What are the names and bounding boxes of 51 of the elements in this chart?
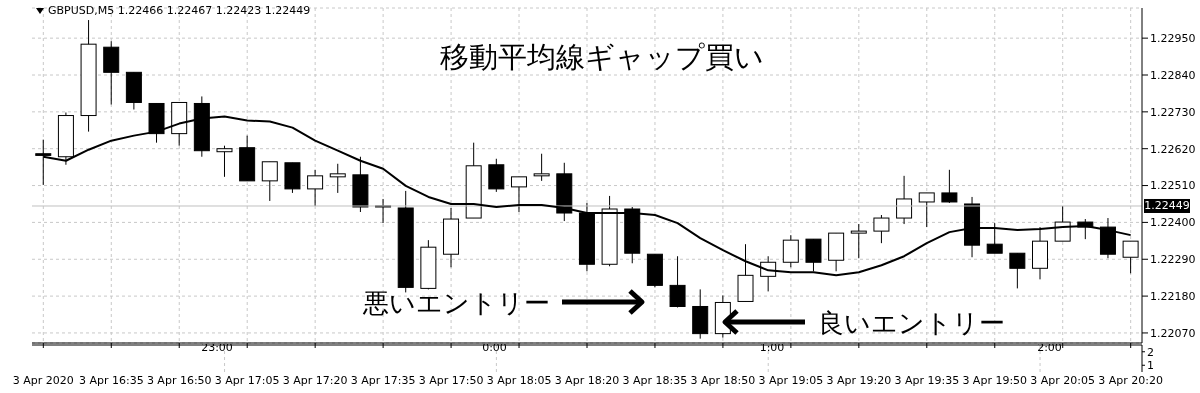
candlestick bbox=[850, 223, 867, 259]
x-tick-label: 3 Apr 17:35 bbox=[350, 374, 416, 387]
candlestick bbox=[669, 255, 686, 308]
x-tick-label: 3 Apr 2020 bbox=[12, 374, 74, 387]
y-tick-label: 1.22840 bbox=[1150, 68, 1196, 82]
x-tick-label: 3 Apr 19:05 bbox=[758, 374, 824, 387]
candlestick bbox=[1009, 252, 1026, 289]
x-tick-label: 3 Apr 18:50 bbox=[690, 374, 756, 387]
x-tick-label: 3 Apr 19:35 bbox=[894, 374, 960, 387]
candlestick bbox=[216, 145, 233, 178]
annotation: 悪いエントリー bbox=[363, 287, 550, 320]
y-tick-label: 1.22730 bbox=[1150, 105, 1196, 119]
y-tick-label: 1.22070 bbox=[1150, 326, 1196, 340]
candlestick bbox=[782, 234, 799, 268]
x-tick-label: 3 Apr 17:05 bbox=[214, 374, 280, 387]
candlestick bbox=[1122, 240, 1139, 274]
candlestick bbox=[510, 176, 527, 213]
x-tick-label: 3 Apr 17:50 bbox=[418, 374, 484, 387]
x-tick-label: 3 Apr 20:20 bbox=[1098, 374, 1164, 387]
x-tick-label: 3 Apr 16:35 bbox=[78, 374, 144, 387]
candlestick bbox=[307, 169, 324, 207]
y-tick-label: 1.22950 bbox=[1150, 32, 1196, 46]
x-tick-label: 3 Apr 20:05 bbox=[1030, 374, 1096, 387]
y-tick-label: 1.22290 bbox=[1150, 253, 1196, 267]
x-tick-label: 3 Apr 18:05 bbox=[486, 374, 552, 387]
y-tick-label: 1 bbox=[1147, 359, 1154, 373]
candlestick bbox=[896, 175, 913, 225]
x-tick-label: 3 Apr 17:20 bbox=[282, 374, 348, 387]
candlestick bbox=[873, 214, 890, 244]
chart-subtitle: GBPUSD,M5 1.22466 1.22467 1.22423 1.22449 bbox=[48, 4, 311, 17]
x-tick-label: 3 Apr 19:20 bbox=[826, 374, 892, 387]
candlestick bbox=[918, 192, 935, 228]
candlestick bbox=[329, 163, 346, 194]
candlestick bbox=[1054, 205, 1071, 242]
y-tick-label: 1.22620 bbox=[1150, 142, 1196, 156]
x-tick-label: 3 Apr 16:50 bbox=[146, 374, 212, 387]
y-tick-label: 1.22510 bbox=[1150, 179, 1196, 193]
candlestick bbox=[805, 238, 822, 272]
y-tick-label: 1.22180 bbox=[1150, 290, 1196, 304]
x-tick-label: 3 Apr 18:20 bbox=[554, 374, 620, 387]
candlestick bbox=[261, 161, 278, 202]
ref-line-label: 1.22449 bbox=[1144, 199, 1190, 213]
y-tick-label: 1.22400 bbox=[1150, 216, 1196, 230]
y-tick-label: 2 bbox=[1147, 345, 1154, 359]
candlestick bbox=[986, 222, 1003, 254]
candlestick bbox=[941, 169, 958, 204]
x-tick-label: 3 Apr 18:35 bbox=[622, 374, 688, 387]
candlestick bbox=[533, 153, 550, 182]
x-tick-label: 3 Apr 19:50 bbox=[962, 374, 1028, 387]
annotation: 良いエントリー bbox=[818, 307, 1005, 340]
text: 移動平均線ギャップ買い bbox=[440, 39, 764, 76]
